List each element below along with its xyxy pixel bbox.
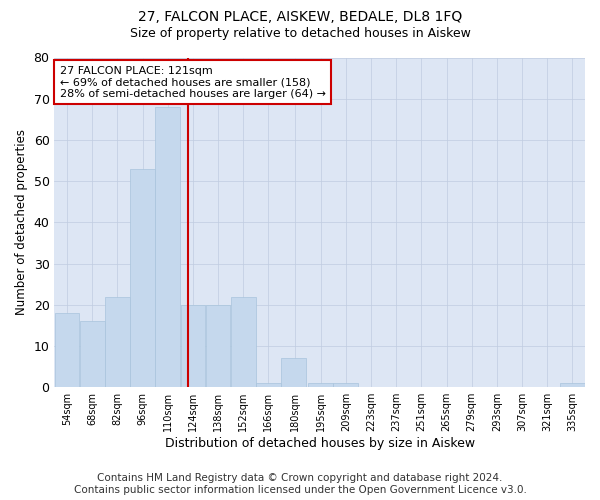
Text: Contains HM Land Registry data © Crown copyright and database right 2024.
Contai: Contains HM Land Registry data © Crown c… [74,474,526,495]
Bar [130,169,155,387]
Bar [334,383,358,387]
X-axis label: Distribution of detached houses by size in Aiskew: Distribution of detached houses by size … [164,437,475,450]
Bar [105,296,130,387]
Bar [206,305,230,387]
Bar [281,358,306,387]
Bar [231,296,256,387]
Text: 27, FALCON PLACE, AISKEW, BEDALE, DL8 1FQ: 27, FALCON PLACE, AISKEW, BEDALE, DL8 1F… [138,10,462,24]
Bar [560,383,585,387]
Y-axis label: Number of detached properties: Number of detached properties [15,130,28,316]
Bar [80,322,104,387]
Text: Size of property relative to detached houses in Aiskew: Size of property relative to detached ho… [130,28,470,40]
Text: 27 FALCON PLACE: 121sqm
← 69% of detached houses are smaller (158)
28% of semi-d: 27 FALCON PLACE: 121sqm ← 69% of detache… [60,66,326,99]
Bar [155,107,180,387]
Bar [181,305,205,387]
Bar [55,313,79,387]
Bar [308,383,333,387]
Bar [256,383,281,387]
